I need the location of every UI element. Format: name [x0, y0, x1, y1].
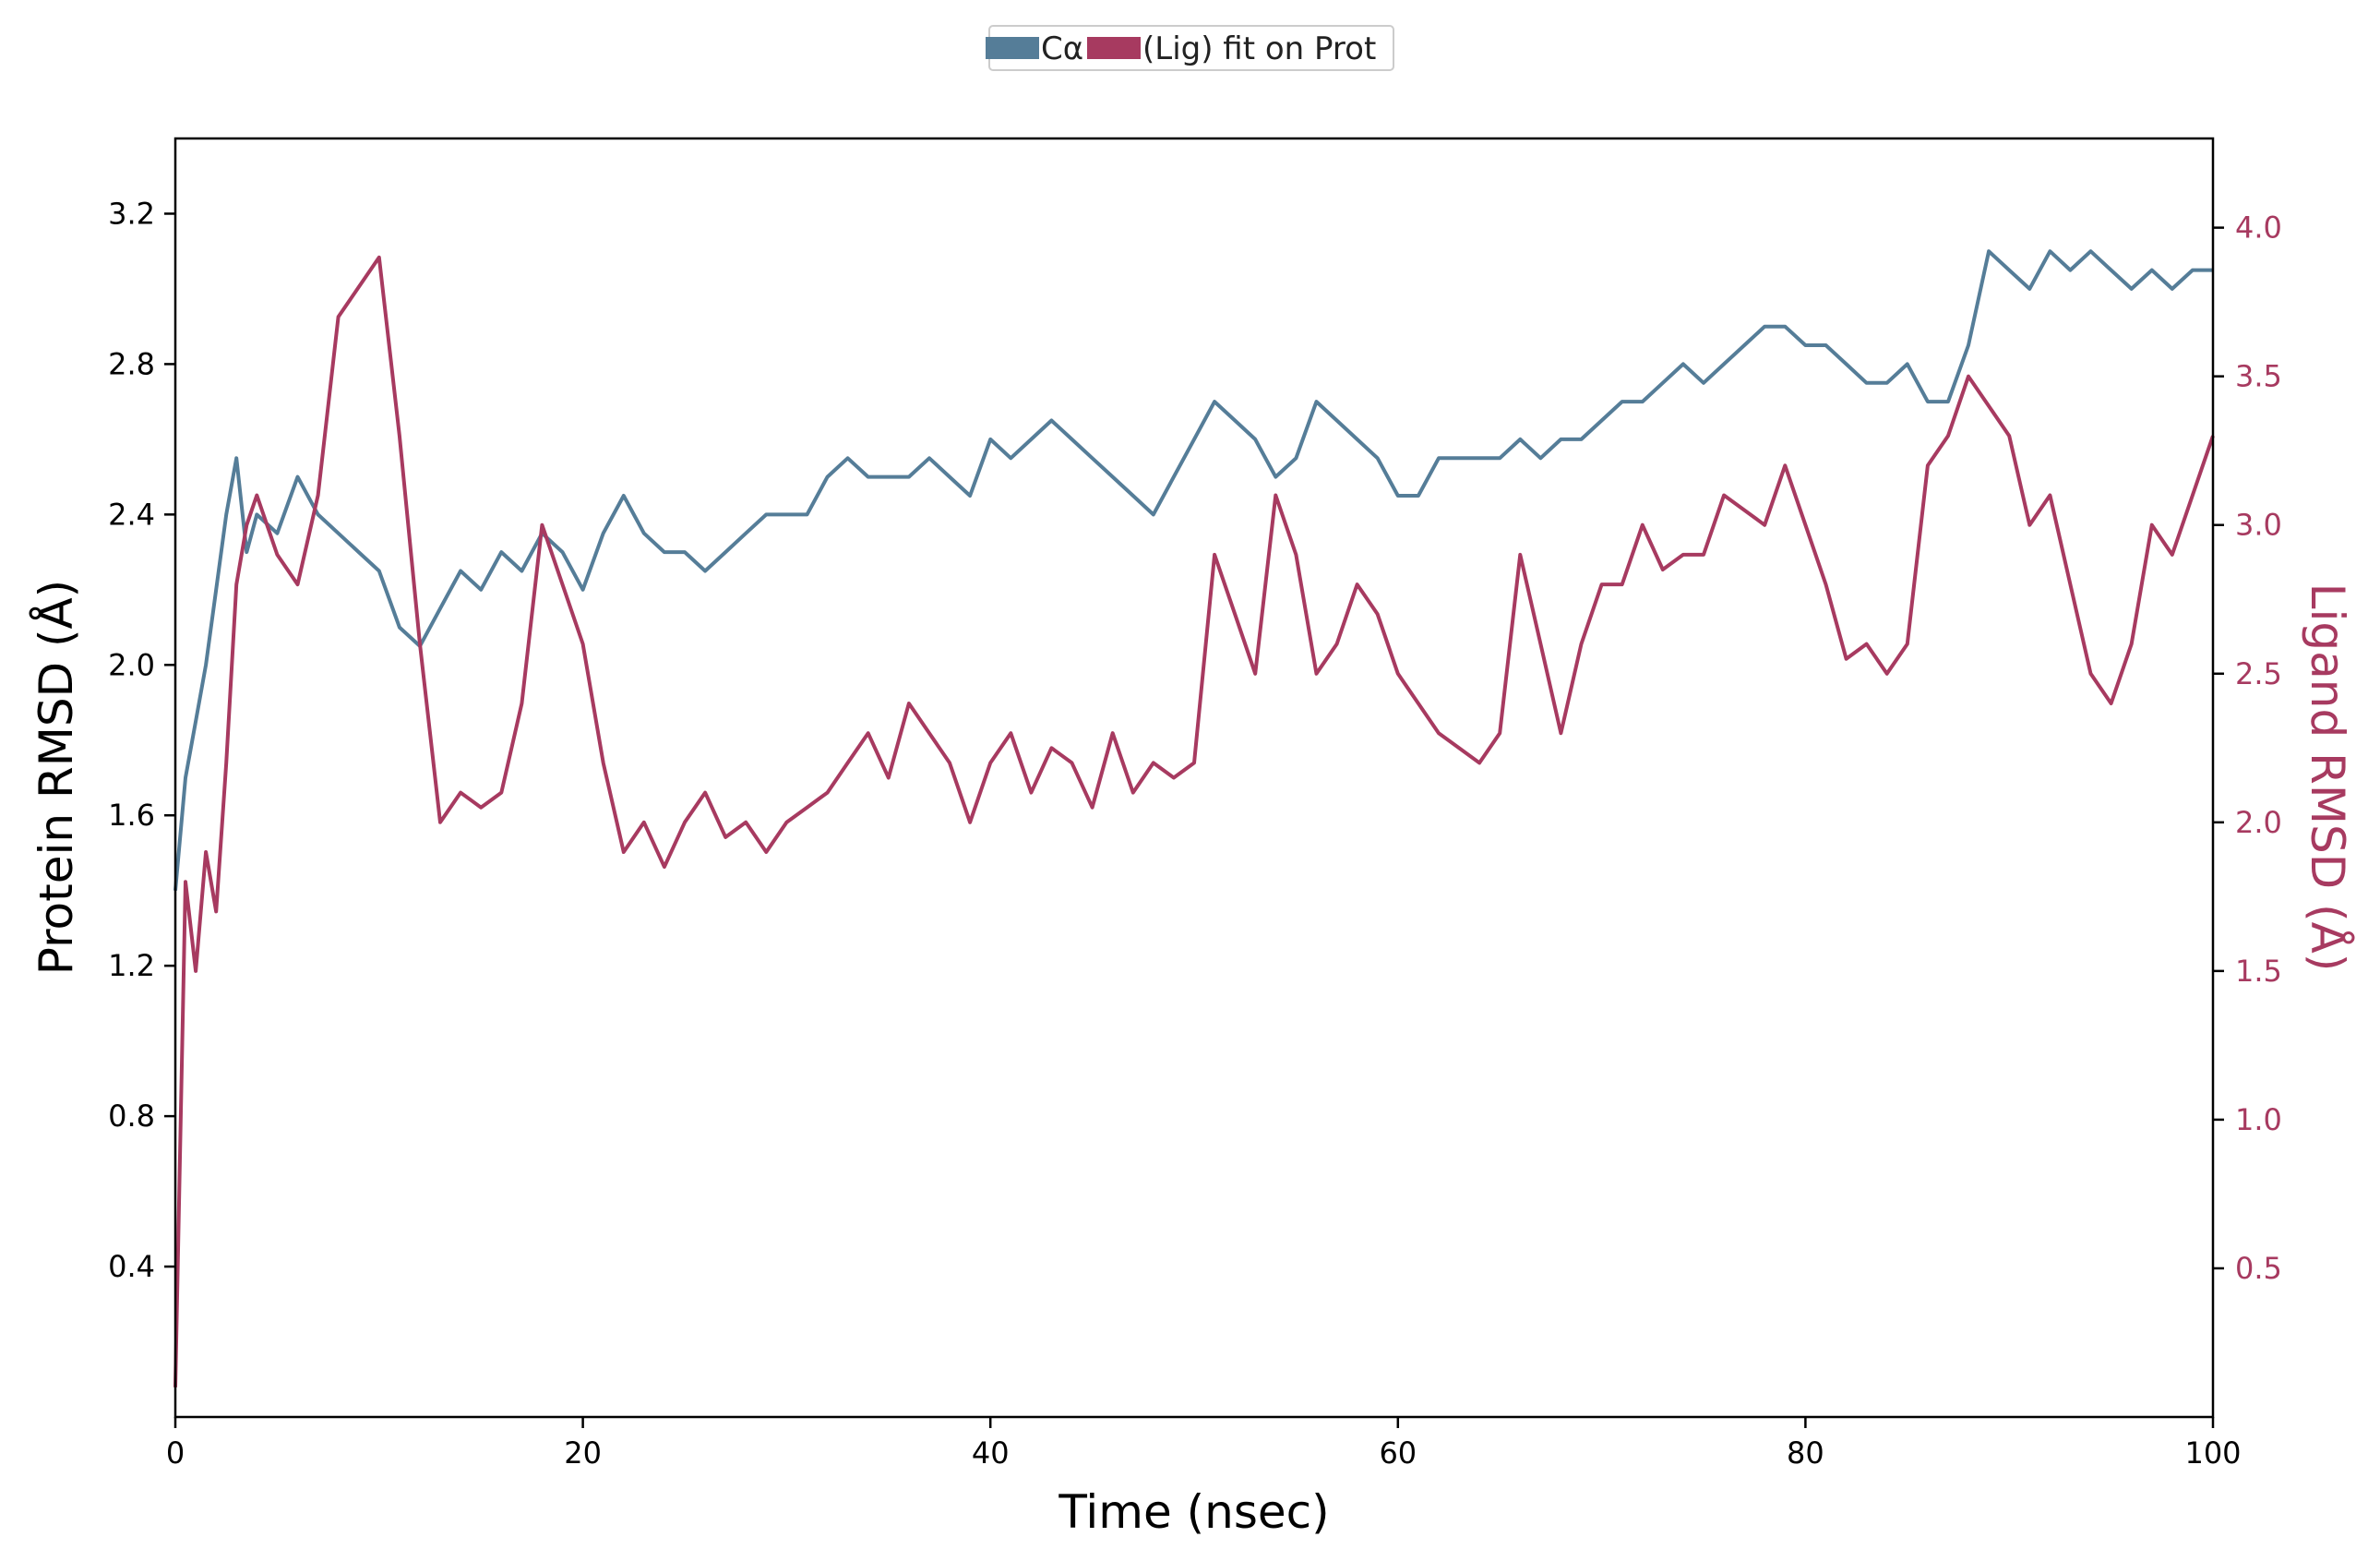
- x-axis: 0 20 40 60 80 100: [166, 1417, 2242, 1471]
- legend: Cα (Lig) fit on Prot: [986, 25, 1394, 71]
- x-tick-label: 80: [1787, 1435, 1824, 1471]
- y-right-tick-label: 1.5: [2235, 954, 2282, 989]
- y-left-tick-label: 0.8: [108, 1099, 155, 1134]
- y-left-tick-label: 0.4: [108, 1249, 155, 1284]
- x-tick-label: 20: [564, 1435, 602, 1471]
- legend-label-ligand: (Lig) fit on Prot: [1142, 30, 1376, 67]
- plot-area: [173, 249, 2215, 1387]
- y-left-tick-label: 2.0: [108, 647, 155, 682]
- y-left-tick-label: 1.2: [108, 948, 155, 983]
- y-axis-left-title: Protein RMSD (Å): [30, 580, 83, 975]
- y-axis-right-title: Ligand RMSD (Å): [2301, 583, 2354, 972]
- x-tick-label: 100: [2184, 1435, 2241, 1471]
- legend-swatch-ca: [986, 37, 1039, 59]
- y-left-tick-label: 2.8: [108, 346, 155, 381]
- legend-swatch-ligand: [1087, 37, 1141, 59]
- x-axis-title: Time (nsec): [1058, 1485, 1329, 1539]
- y-left-tick-label: 3.2: [108, 196, 155, 231]
- y-axis-left: 0.4 0.8 1.2 1.6 2.0 2.4 2.8 3.2: [108, 196, 175, 1284]
- y-right-tick-label: 0.5: [2235, 1251, 2282, 1286]
- y-left-tick-label: 2.4: [108, 497, 155, 532]
- y-right-tick-label: 2.0: [2235, 805, 2282, 840]
- x-tick-label: 60: [1379, 1435, 1417, 1471]
- x-tick-label: 40: [972, 1435, 1010, 1471]
- series-line-ligand: [173, 255, 2215, 1387]
- y-left-tick-label: 1.6: [108, 798, 155, 833]
- plot-frame: [173, 137, 2215, 1419]
- series-line-ca: [173, 249, 2213, 891]
- y-right-tick-label: 2.5: [2235, 656, 2282, 691]
- y-right-tick-label: 4.0: [2235, 210, 2282, 246]
- y-right-tick-label: 3.5: [2235, 359, 2282, 394]
- legend-label-ca: Cα: [1041, 30, 1083, 67]
- y-right-tick-label: 3.0: [2235, 508, 2282, 543]
- x-tick-label: 0: [166, 1435, 185, 1471]
- y-axis-right: 0.5 1.0 1.5 2.0 2.5 3.0 3.5 4.0: [2213, 210, 2282, 1286]
- y-right-tick-label: 1.0: [2235, 1102, 2282, 1137]
